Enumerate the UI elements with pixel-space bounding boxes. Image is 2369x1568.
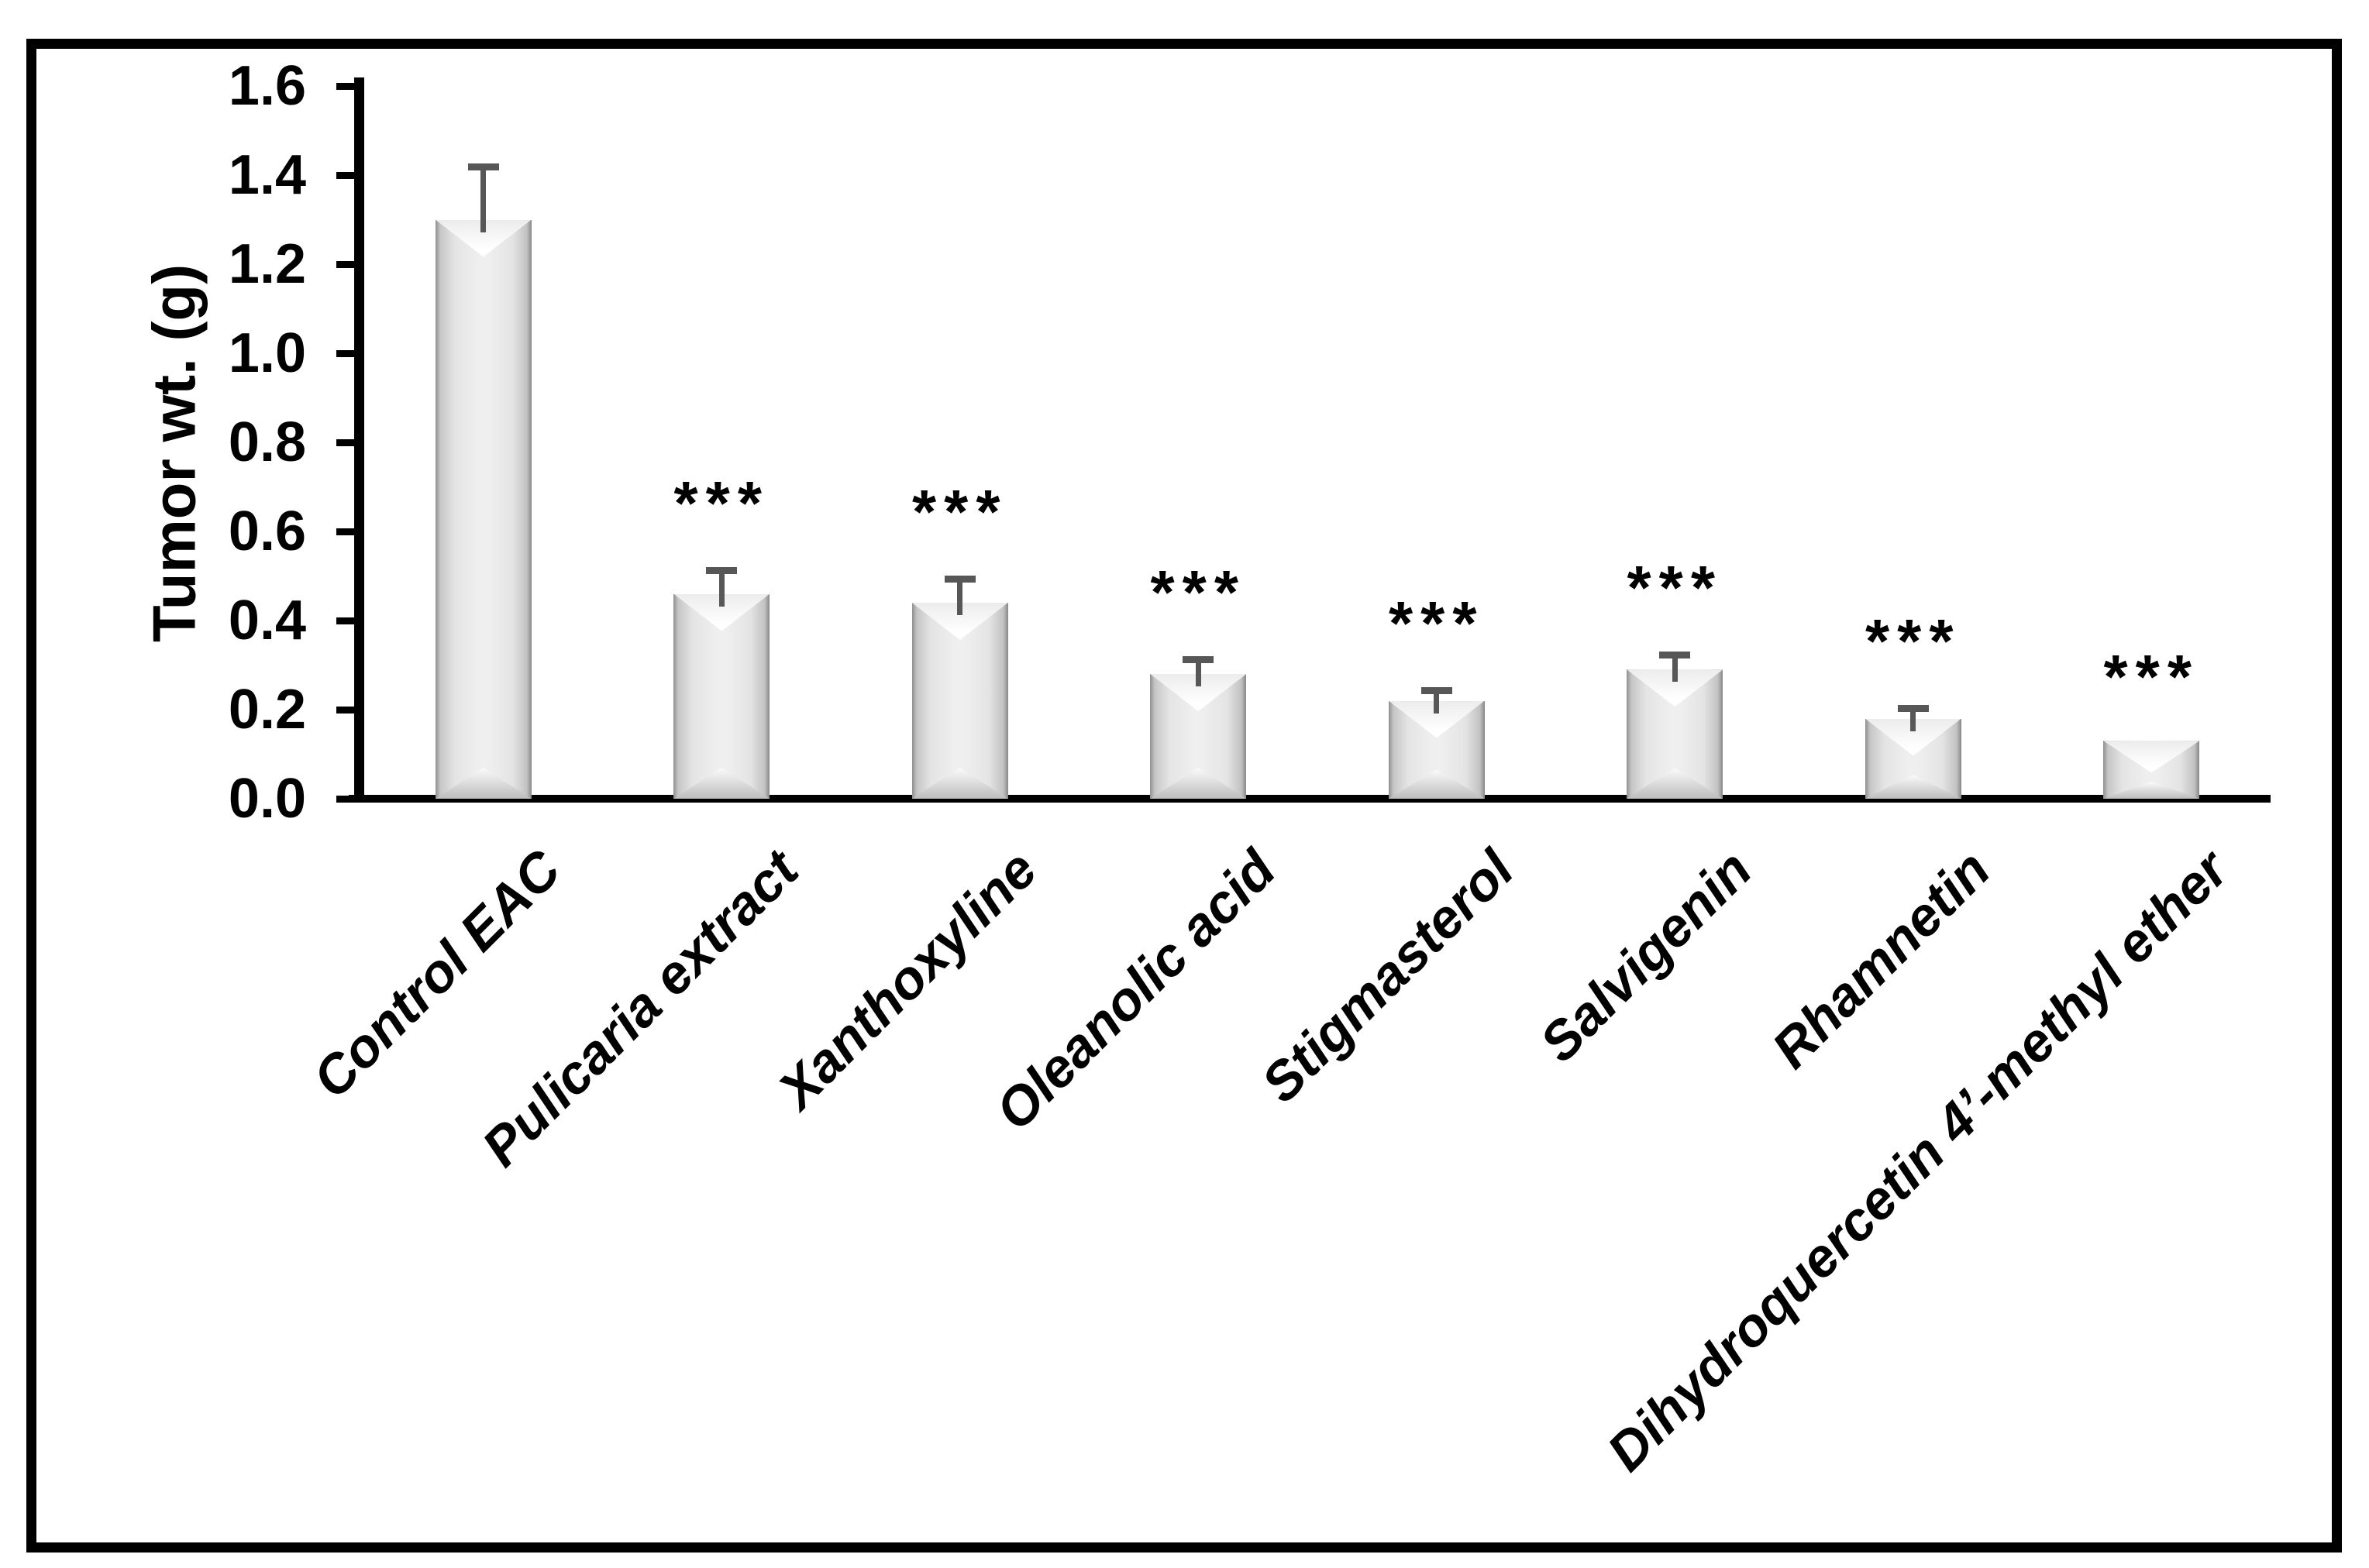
bar (1388, 700, 1485, 799)
y-tick-mark (336, 171, 354, 179)
error-bar-stem (1910, 711, 1916, 731)
y-tick-mark (336, 260, 354, 268)
y-tick-mark (336, 528, 354, 535)
bar (1865, 718, 1961, 799)
error-bar-stem (1195, 662, 1201, 686)
y-tick-mark (336, 82, 354, 90)
significance-stars: *** (1627, 552, 1723, 622)
y-tick-mark (336, 795, 354, 803)
y-tick-label: 0.8 (228, 411, 306, 473)
y-tick-label: 0.0 (228, 768, 306, 830)
bar-bottom-bevel (673, 768, 770, 799)
bar-bottom-bevel (2103, 781, 2200, 799)
bar (673, 593, 770, 799)
error-bar-stem (480, 170, 487, 232)
significance-stars: *** (673, 468, 770, 538)
error-bar-cap (1420, 686, 1452, 694)
x-axis-line (349, 795, 2271, 803)
y-tick-label: 1.6 (228, 55, 306, 117)
y-tick-label: 0.4 (228, 590, 306, 652)
error-bar-cap (1183, 655, 1214, 663)
significance-stars: *** (2103, 642, 2199, 712)
y-tick-label: 0.6 (228, 500, 306, 562)
y-tick-label: 1.2 (228, 233, 306, 295)
significance-stars: *** (1865, 606, 1961, 676)
significance-stars: *** (1150, 557, 1246, 627)
y-axis-line (354, 77, 364, 803)
bar-top-bevel (2103, 741, 2200, 773)
bar-bottom-bevel (1388, 769, 1485, 799)
bar-bottom-bevel (435, 768, 532, 799)
y-tick-mark (336, 706, 354, 714)
error-bar-cap (1659, 651, 1691, 658)
bar (911, 603, 1008, 799)
y-tick-mark (336, 617, 354, 624)
y-tick-mark (336, 349, 354, 357)
error-bar-stem (1672, 658, 1678, 683)
bar (1150, 674, 1247, 799)
figure-border (26, 39, 2342, 1553)
error-bar-stem (1434, 693, 1440, 714)
bar-bottom-bevel (1627, 768, 1723, 799)
y-tick-label: 1.0 (228, 322, 306, 384)
y-tick-label: 0.2 (228, 679, 306, 741)
significance-stars: *** (1389, 588, 1485, 658)
error-bar-cap (1897, 704, 1929, 712)
bar-bottom-bevel (1865, 774, 1961, 799)
error-bar-cap (706, 566, 738, 574)
error-bar-stem (718, 573, 725, 607)
bar (435, 219, 532, 799)
bar-bottom-bevel (911, 768, 1008, 799)
bar (1627, 669, 1723, 799)
error-bar-stem (957, 583, 963, 615)
y-tick-label: 1.4 (228, 144, 306, 206)
y-tick-mark (336, 438, 354, 446)
bar (2103, 741, 2200, 799)
error-bar-cap (467, 163, 499, 171)
significance-stars: *** (912, 477, 1008, 547)
bar-bottom-bevel (1150, 768, 1247, 799)
error-bar-cap (944, 576, 976, 583)
